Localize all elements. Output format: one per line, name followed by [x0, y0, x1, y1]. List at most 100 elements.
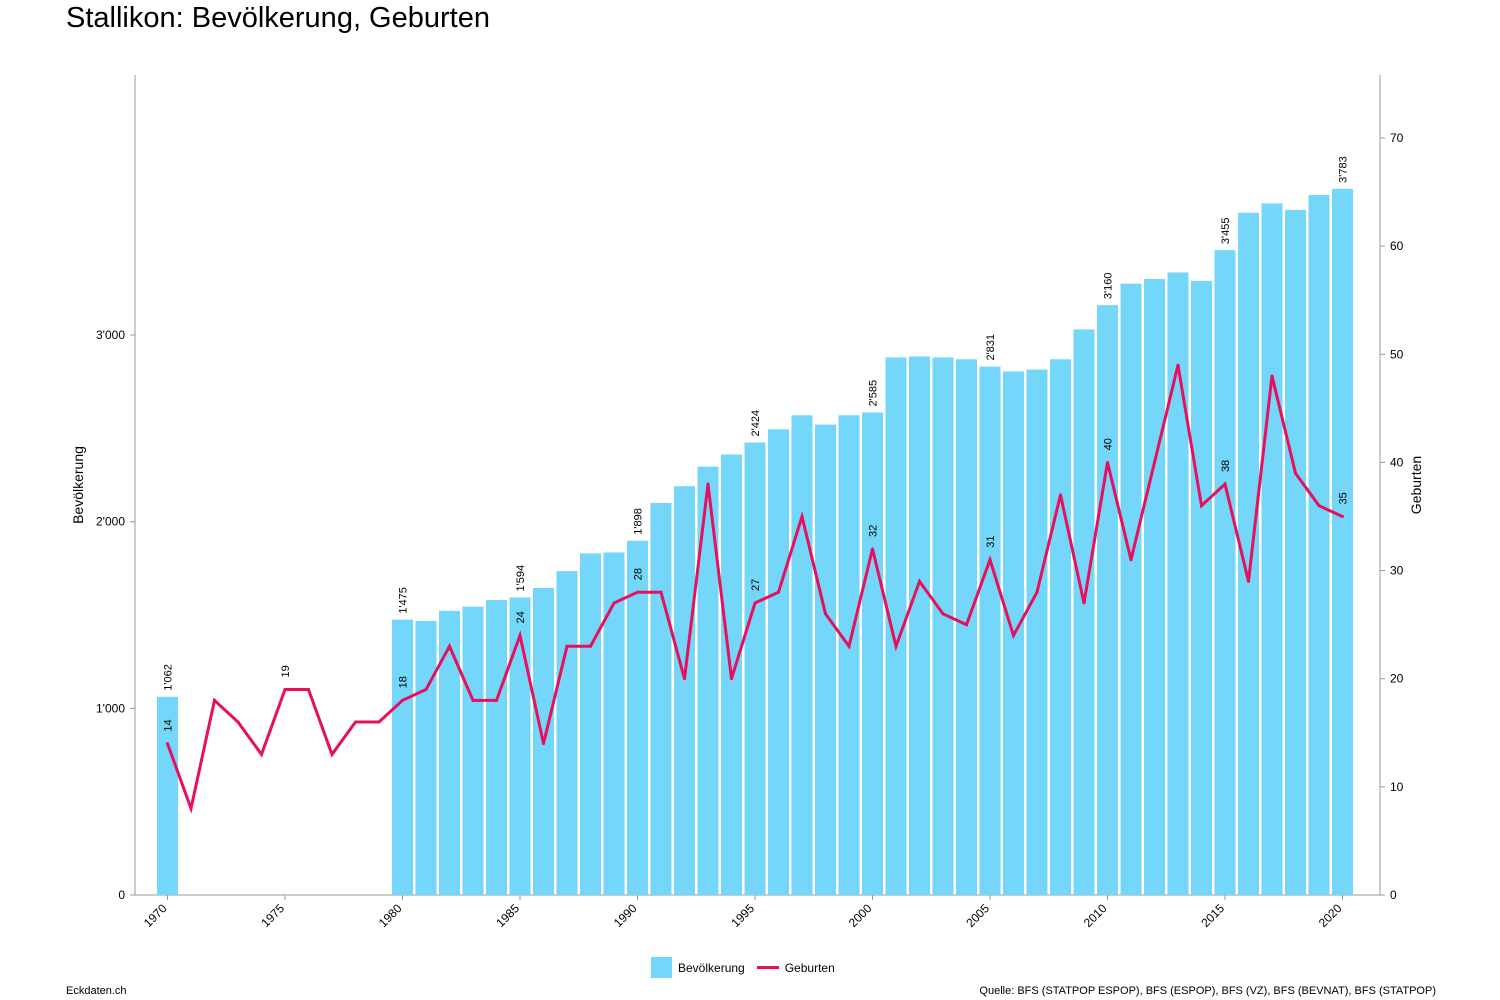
bar-bevoelkerung-2001 — [885, 357, 907, 895]
x-tick-label: 2020 — [1316, 901, 1345, 930]
point-geburten-2012 — [1153, 460, 1156, 464]
point-geburten-1980 — [401, 698, 404, 702]
point-geburten-1993 — [706, 482, 710, 486]
bar-bevoelkerung-2000 — [862, 412, 883, 895]
point-geburten-1996 — [777, 590, 780, 594]
y-axis-label: Bevölkerung — [70, 446, 86, 524]
legend-item-bevoelkerung[interactable]: Bevölkerung — [651, 957, 745, 978]
point-geburten-1977 — [330, 752, 334, 756]
point-geburten-1989 — [612, 601, 616, 605]
data-label-bevoelkerung: 3'783 — [1338, 156, 1350, 183]
point-geburten-1992 — [683, 677, 686, 681]
y-tick-label: 2'000 — [96, 515, 125, 529]
data-label-geburten: 32 — [868, 525, 880, 537]
point-geburten-2011 — [1129, 558, 1133, 562]
x-tick-label: 1975 — [258, 901, 287, 930]
point-geburten-1972 — [213, 698, 216, 702]
point-geburten-2020 — [1341, 515, 1344, 518]
footer-source: Quelle: BFS (STATPOP ESPOP), BFS (ESPOP)… — [979, 985, 1436, 997]
footer-brand: Eckdaten.ch — [66, 985, 127, 997]
bar-bevoelkerung-2017 — [1261, 203, 1283, 895]
y-tick-label: 3'000 — [96, 328, 125, 342]
point-geburten-1979 — [377, 720, 381, 724]
data-label-bevoelkerung: 3'160 — [1103, 273, 1115, 300]
point-geburten-1974 — [260, 752, 263, 756]
point-geburten-2015 — [1223, 482, 1227, 486]
point-geburten-2017 — [1270, 374, 1274, 378]
point-geburten-1997 — [800, 515, 804, 518]
data-labels-layer: 1'062 1'475 1'594 1'898 2'424 2'585 2'831 3'160… — [163, 156, 1350, 731]
point-geburten-1998 — [824, 612, 827, 616]
data-label-geburten: 31 — [985, 536, 997, 548]
y2-tick-label: 50 — [1390, 347, 1404, 361]
y2-tick-label: 70 — [1390, 131, 1404, 145]
bar-bevoelkerung-1982 — [439, 610, 460, 895]
point-geburten-2004 — [965, 623, 968, 627]
y-tick-label: 1'000 — [96, 701, 125, 715]
bar-bevoelkerung-1985 — [509, 597, 531, 895]
bar-bevoelkerung-2013 — [1167, 272, 1189, 895]
point-geburten-1982 — [448, 644, 451, 648]
bar-bevoelkerung-1987 — [556, 571, 578, 895]
bar-bevoelkerung-1990 — [627, 540, 648, 895]
page-title: Stallikon: Bevölkerung, Geburten — [66, 2, 490, 34]
bar-bevoelkerung-1997 — [791, 415, 813, 895]
bar-bevoelkerung-2004 — [956, 359, 977, 895]
data-label-geburten: 14 — [163, 719, 175, 731]
data-label-bevoelkerung: 1'594 — [515, 565, 527, 592]
point-geburten-2016 — [1247, 579, 1250, 583]
bar-bevoelkerung-2011 — [1120, 283, 1142, 896]
bar-bevoelkerung-2003 — [932, 357, 954, 895]
bar-bevoelkerung-1995 — [744, 442, 766, 895]
data-label-geburten: 38 — [1220, 460, 1232, 472]
point-geburten-2009 — [1082, 601, 1086, 605]
point-geburten-1984 — [495, 698, 498, 702]
bar-bevoelkerung-1981 — [415, 620, 437, 895]
data-label-bevoelkerung: 1'898 — [633, 508, 645, 535]
data-label-bevoelkerung: 3'455 — [1220, 217, 1232, 244]
point-geburten-2008 — [1059, 493, 1062, 497]
point-geburten-1986 — [542, 742, 545, 746]
point-geburten-1978 — [354, 720, 357, 724]
data-label-geburten: 24 — [515, 611, 527, 623]
bar-bevoelkerung-2007 — [1026, 369, 1048, 895]
y2-tick-label: 10 — [1390, 780, 1404, 794]
bar-bevoelkerung-2005 — [979, 366, 1001, 896]
x-tick-label: 1990 — [611, 901, 640, 930]
bar-bevoelkerung-2015 — [1214, 250, 1236, 896]
point-geburten-2001 — [894, 644, 898, 648]
y2-axis-label: Geburten — [1408, 456, 1424, 514]
point-geburten-2006 — [1012, 633, 1015, 637]
x-tick-label: 1985 — [493, 901, 522, 930]
bar-bevoelkerung-1998 — [815, 424, 836, 895]
bar-bevoelkerung-2016 — [1238, 212, 1259, 895]
point-geburten-2019 — [1317, 504, 1321, 508]
y2-tick-label: 60 — [1390, 239, 1404, 253]
point-geburten-2014 — [1200, 504, 1203, 508]
bar-bevoelkerung-1980 — [392, 619, 413, 895]
bar-bevoelkerung-1984 — [486, 600, 507, 895]
y2-tick-label: 30 — [1390, 564, 1404, 578]
bar-bevoelkerung-2014 — [1191, 280, 1212, 895]
bar-bevoelkerung-1993 — [697, 466, 719, 895]
point-geburten-1994 — [730, 677, 733, 681]
bar-bevoelkerung-1996 — [768, 429, 789, 895]
point-geburten-1976 — [307, 688, 310, 692]
data-label-geburten: 18 — [398, 676, 410, 688]
y2-tick-label: 40 — [1390, 455, 1404, 469]
point-geburten-2018 — [1294, 471, 1297, 475]
data-label-geburten: 27 — [750, 579, 762, 591]
point-geburten-2013 — [1176, 363, 1180, 367]
data-label-bevoelkerung: 1'062 — [163, 664, 175, 691]
bar-bevoelkerung-1991 — [650, 503, 672, 895]
bar-bevoelkerung-1970 — [157, 696, 178, 895]
point-geburten-1985 — [518, 633, 522, 637]
data-label-geburten: 19 — [280, 665, 292, 677]
point-geburten-2010 — [1106, 460, 1109, 464]
bar-bevoelkerung-1999 — [838, 415, 860, 895]
legend-swatch-bar — [651, 957, 672, 978]
legend-item-geburten[interactable]: Geburten — [756, 961, 835, 975]
point-geburten-1970 — [166, 742, 169, 746]
x-tick-label: 1980 — [376, 901, 405, 930]
